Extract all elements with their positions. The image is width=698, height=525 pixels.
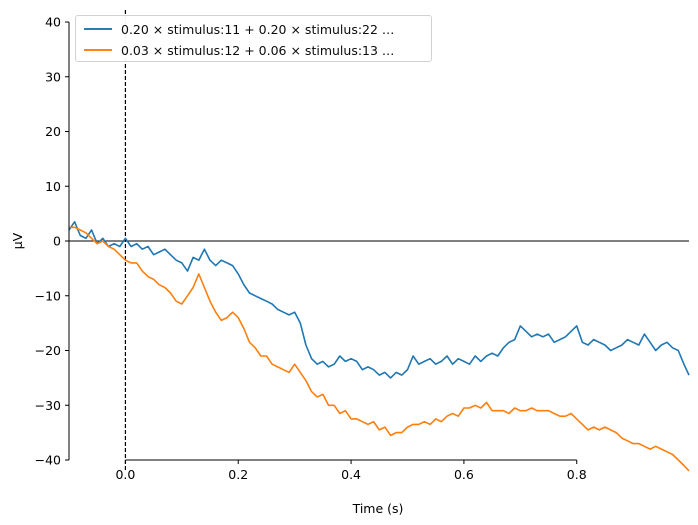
plot-area [68, 10, 690, 472]
y-tick-label: −30 [35, 398, 61, 413]
y-tick-label: 20 [45, 124, 61, 139]
x-tick-label: 0.2 [228, 467, 248, 482]
y-tick-label: 40 [45, 15, 61, 30]
x-tick-label: 0.8 [567, 467, 587, 482]
legend-label-series-2: 0.03 × stimulus:12 + 0.06 × stimulus:13 … [121, 42, 395, 58]
x-axis-label: Time (s) [352, 501, 404, 516]
x-tick-label: 0.6 [454, 467, 474, 482]
y-tick-label: 10 [45, 179, 61, 194]
legend-item-series-1: 0.20 × stimulus:11 + 0.20 × stimulus:22 … [84, 19, 394, 39]
legend-label-series-1: 0.20 × stimulus:11 + 0.20 × stimulus:22 … [121, 21, 395, 37]
legend-swatch-series-2 [84, 49, 112, 51]
legend-item-series-2: 0.03 × stimulus:12 + 0.06 × stimulus:13 … [84, 40, 394, 60]
legend: 0.20 × stimulus:11 + 0.20 × stimulus:22 … [75, 15, 432, 62]
y-axis-label: µV [10, 232, 25, 249]
series-line-2 [69, 226, 690, 472]
y-tick-label: 30 [45, 69, 61, 84]
series-line-1 [68, 221, 690, 379]
y-tick-label: −20 [35, 343, 61, 358]
legend-swatch-series-1 [84, 28, 112, 30]
y-tick-label: −40 [35, 453, 61, 468]
y-tick-label: 0 [53, 234, 61, 249]
x-axis: 0.0 0.2 0.4 0.6 0.8 [115, 459, 587, 482]
y-tick-label: −10 [35, 288, 61, 303]
x-tick-label: 0.4 [341, 467, 361, 482]
x-tick-label: 0.0 [115, 467, 135, 482]
y-axis: −40 −30 −20 −10 0 10 20 30 40 [35, 15, 70, 468]
